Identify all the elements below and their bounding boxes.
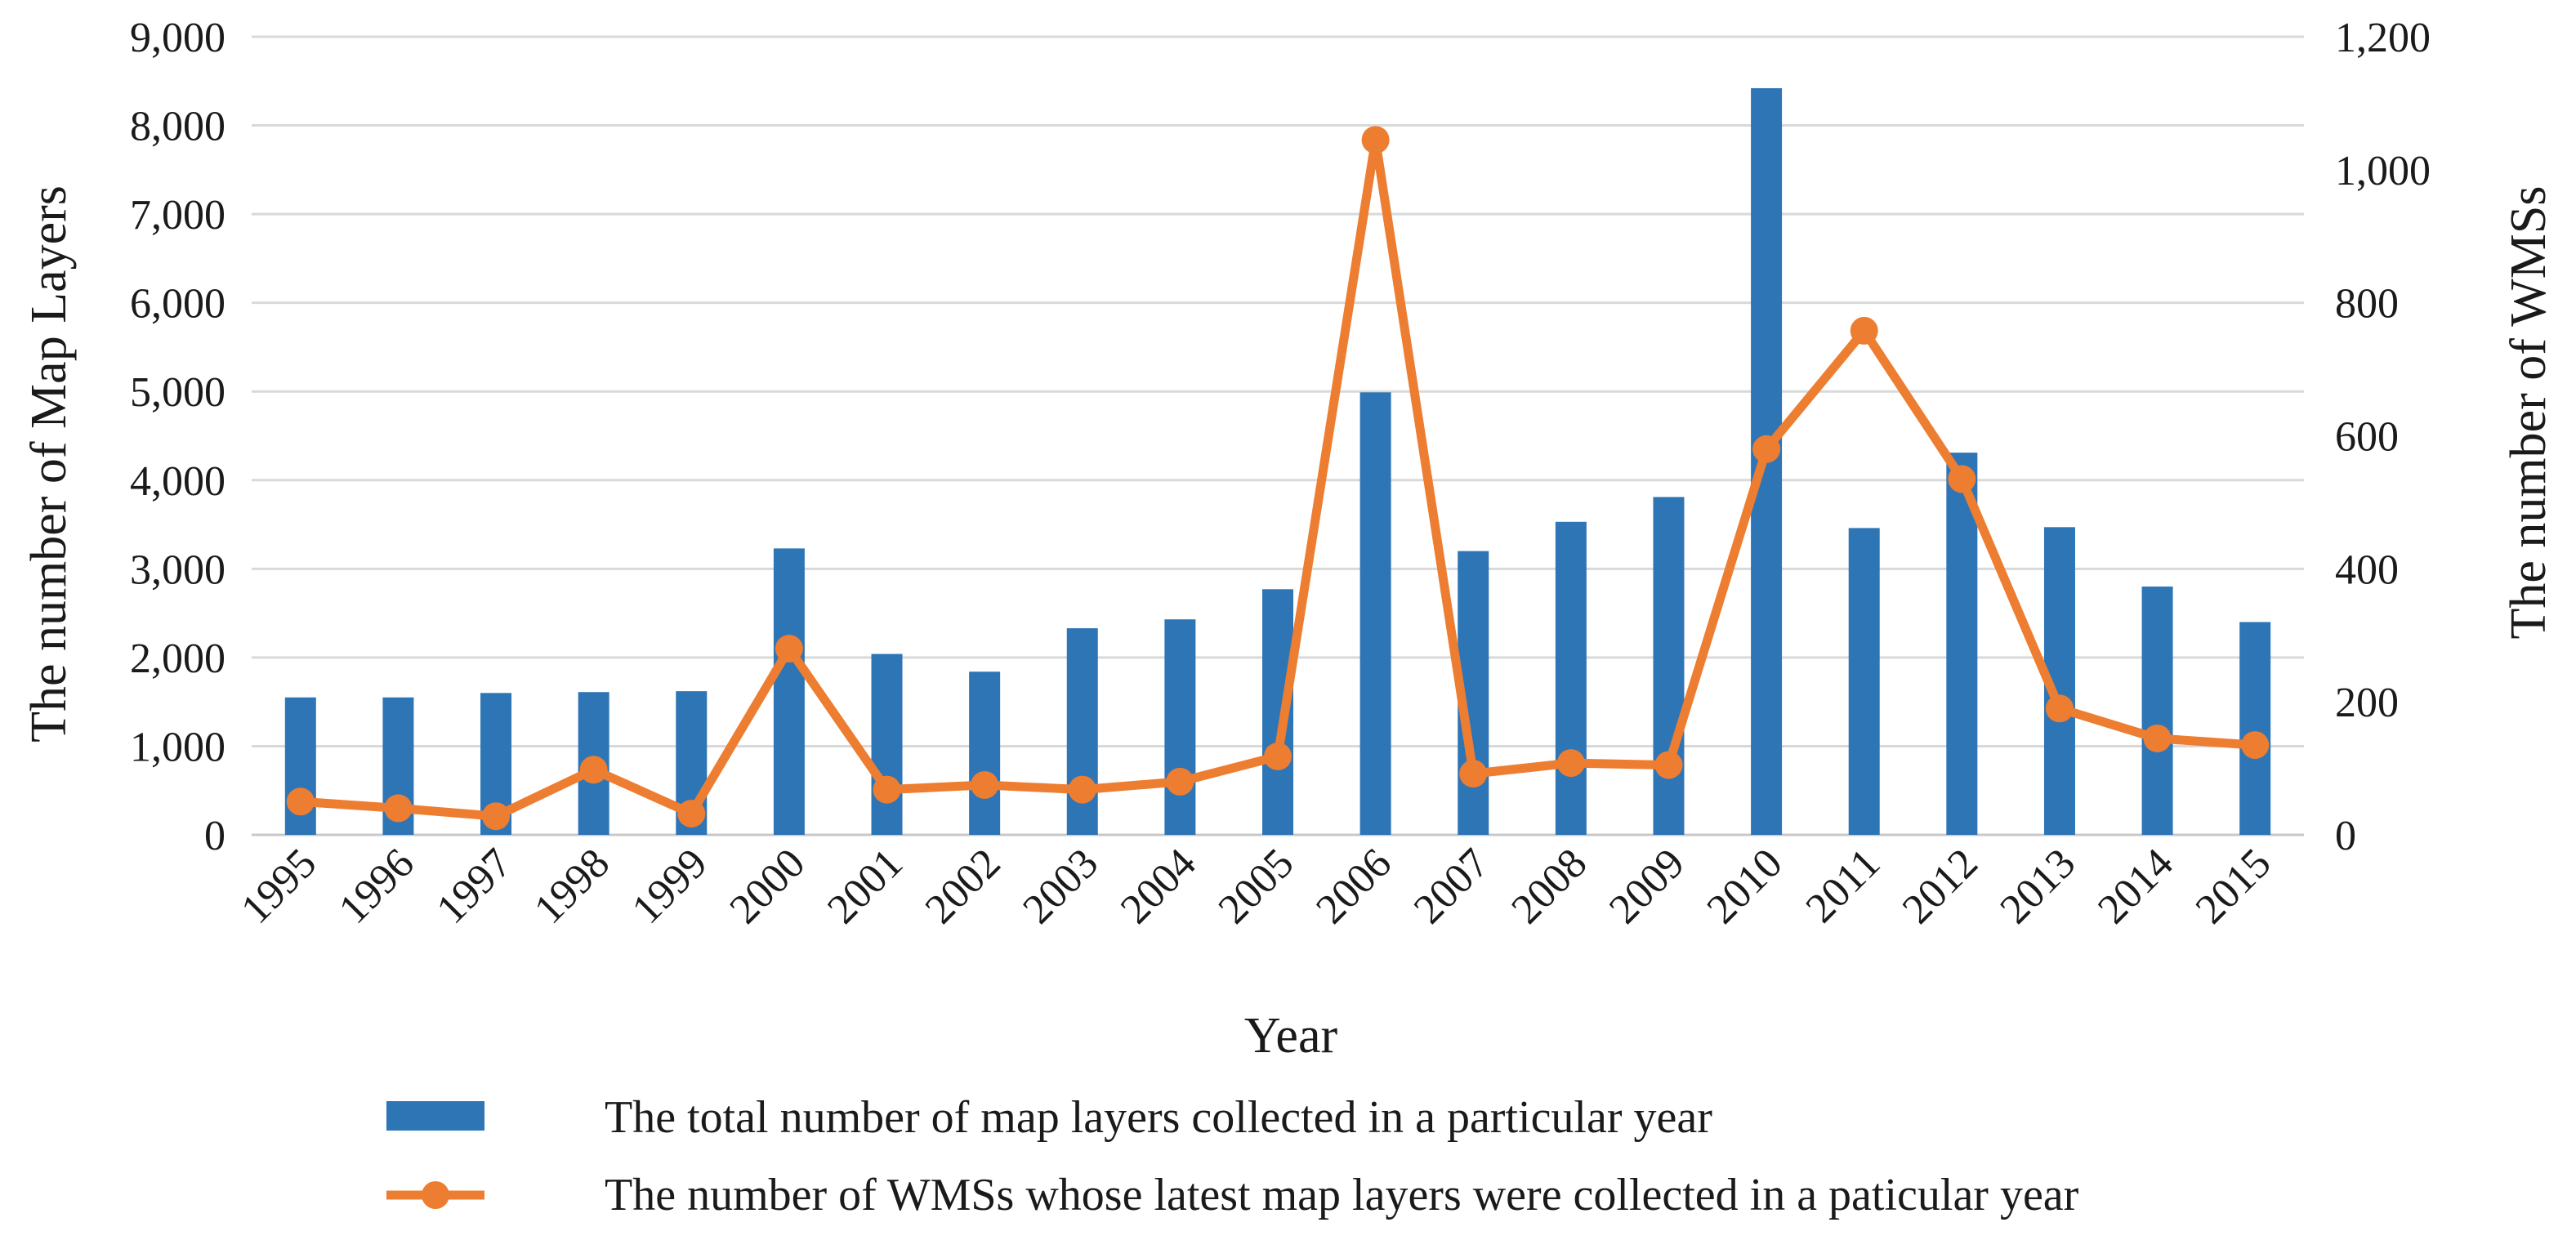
legend-bar-swatch — [386, 1101, 484, 1131]
line-point — [2143, 724, 2172, 752]
x-tick-label: 1997 — [428, 840, 521, 933]
left-y-axis-title: The number of Map Layers — [21, 185, 77, 743]
bar — [1555, 521, 1587, 835]
line-point — [482, 802, 511, 831]
right-y-tick-label: 800 — [2335, 281, 2399, 328]
left-y-tick-label: 8,000 — [130, 104, 225, 150]
right-y-tick-label: 1,000 — [2335, 148, 2431, 194]
right-y-axis-title: The number of WMSs — [2501, 185, 2556, 639]
x-tick-label: 2004 — [1112, 840, 1205, 933]
x-axis-ticks: 1995 1996 1997 1998 1999 2000 2001 2002 2003 2004… — [232, 840, 2279, 933]
x-tick-label: 2008 — [1502, 840, 1596, 933]
line-series — [286, 126, 2270, 831]
left-y-tick-label: 3,000 — [130, 546, 225, 593]
left-y-tick-label: 0 — [204, 813, 225, 859]
bar — [1066, 628, 1098, 835]
legend-bar-label: The total number of map layers collected… — [605, 1092, 1712, 1143]
line-point — [677, 799, 706, 828]
bar — [871, 654, 903, 835]
x-tick-label: 2007 — [1405, 840, 1498, 933]
x-tick-label: 2006 — [1307, 840, 1400, 933]
x-tick-label: 2015 — [2187, 840, 2280, 933]
x-tick-label: 2000 — [721, 840, 815, 933]
left-y-tick-label: 2,000 — [130, 636, 225, 682]
x-tick-label: 2012 — [1894, 840, 1987, 933]
x-tick-label: 1995 — [232, 840, 325, 933]
bar — [2239, 622, 2271, 835]
line-point — [1361, 126, 1390, 154]
line-point — [1752, 435, 1781, 463]
x-tick-label: 2013 — [1992, 840, 2085, 933]
line-point — [873, 775, 901, 804]
bar-series — [284, 87, 2271, 836]
x-tick-label: 2010 — [1699, 840, 1792, 933]
line-point — [2045, 694, 2074, 723]
bar — [773, 548, 805, 835]
bar — [1653, 497, 1685, 835]
right-y-tick-label: 1,200 — [2335, 15, 2431, 61]
x-tick-label: 2014 — [2089, 840, 2182, 933]
bar — [969, 671, 1001, 835]
x-tick-label: 2011 — [1797, 840, 1889, 931]
right-y-tick-label: 400 — [2335, 546, 2399, 593]
line-point — [1850, 316, 1878, 345]
left-y-tick-label: 7,000 — [130, 192, 225, 239]
line-point — [1556, 749, 1585, 778]
line-point — [775, 635, 803, 663]
line-point — [1948, 465, 1976, 493]
x-tick-label: 2009 — [1601, 840, 1694, 933]
legend: The total number of map layers collected… — [386, 1092, 2079, 1220]
line-point — [1166, 767, 1194, 796]
bar — [1359, 392, 1391, 836]
right-y-axis-ticks: 0 200 400 600 800 1,000 1,200 — [2335, 15, 2431, 859]
right-y-tick-label: 600 — [2335, 414, 2399, 461]
left-y-axis-ticks: 0 1,000 2,000 3,000 4,000 5,000 6,000 7,000 8,00… — [130, 15, 225, 859]
line-point — [1068, 775, 1096, 804]
x-tick-label: 1996 — [330, 840, 423, 933]
right-y-tick-label: 0 — [2335, 813, 2356, 859]
left-y-tick-label: 1,000 — [130, 724, 225, 770]
x-tick-label: 2001 — [819, 840, 912, 933]
line-point — [971, 770, 999, 799]
x-tick-label: 2003 — [1014, 840, 1107, 933]
left-y-tick-label: 5,000 — [130, 369, 225, 416]
line-point — [1459, 760, 1488, 788]
line-point — [286, 787, 315, 816]
line-point — [1654, 751, 1683, 779]
x-tick-label: 2005 — [1210, 840, 1303, 933]
legend-line-label: The number of WMSs whose latest map laye… — [605, 1170, 2079, 1220]
line-point — [1264, 742, 1292, 770]
left-y-tick-label: 9,000 — [130, 15, 225, 61]
bar — [1848, 528, 1880, 835]
bar — [2141, 587, 2173, 835]
left-y-tick-label: 4,000 — [130, 458, 225, 505]
x-tick-label: 1999 — [623, 840, 717, 933]
line-point — [2241, 731, 2270, 760]
right-y-tick-label: 200 — [2335, 680, 2399, 726]
legend-line-marker — [422, 1181, 449, 1209]
x-tick-label: 2002 — [917, 840, 1010, 933]
x-tick-label: 1998 — [525, 840, 618, 933]
line-point — [579, 756, 608, 784]
line-point — [384, 794, 413, 823]
bar — [1946, 453, 1978, 835]
bar — [1164, 619, 1196, 835]
left-y-tick-label: 6,000 — [130, 281, 225, 328]
x-axis-title: Year — [1244, 1008, 1338, 1064]
